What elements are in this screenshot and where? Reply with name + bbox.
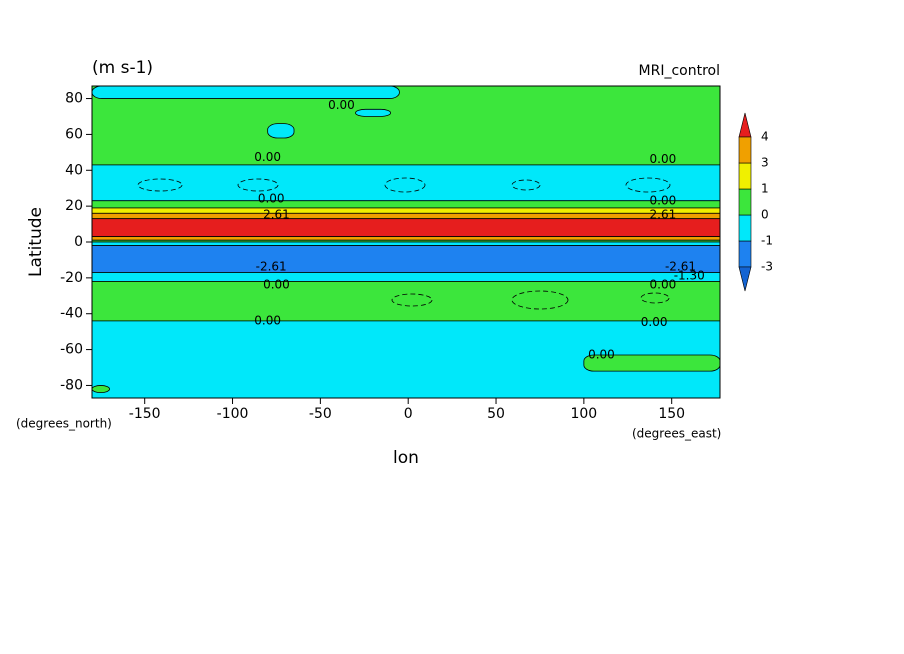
colorbar-label: 4 xyxy=(761,130,769,144)
x-tick-label: -100 xyxy=(217,406,249,422)
y-tick-label: -40 xyxy=(60,306,83,322)
dashed-contour xyxy=(384,177,426,193)
band xyxy=(91,85,721,166)
dashed-contour xyxy=(237,178,279,192)
chart-subtitle: MRI_control xyxy=(639,63,720,79)
patch xyxy=(267,123,295,139)
colorbar-box xyxy=(738,240,752,268)
y-axis-label: Latitude xyxy=(26,207,46,277)
band xyxy=(91,245,721,273)
patch xyxy=(91,85,400,99)
colorbar-label: 3 xyxy=(761,156,769,170)
contour-label: 0.00 xyxy=(650,152,677,166)
x-tick-label: -50 xyxy=(309,406,332,422)
field xyxy=(91,85,721,399)
band xyxy=(91,212,721,220)
dashed-contour xyxy=(137,178,183,192)
band xyxy=(91,200,721,209)
patch xyxy=(91,385,110,394)
x-units: (degrees_east) xyxy=(632,427,721,441)
y-tick-label: 80 xyxy=(65,91,83,107)
contour-label: 2.61 xyxy=(263,208,290,222)
contour-label: -2.61 xyxy=(665,260,696,274)
y-tick-label: -60 xyxy=(60,342,83,358)
band xyxy=(91,218,721,238)
band xyxy=(91,207,721,214)
contour-label: 0.00 xyxy=(328,98,355,112)
dashed-contour xyxy=(511,290,569,310)
contour-label: 0.00 xyxy=(641,315,668,329)
colorbar-box xyxy=(738,136,752,164)
colorbar-box xyxy=(738,214,752,242)
x-tick-label: -150 xyxy=(129,406,161,422)
y-tick-label: 60 xyxy=(65,126,83,142)
contour-label: 2.61 xyxy=(650,208,677,222)
colorbar-label: 1 xyxy=(761,182,769,196)
contour-label: 0.00 xyxy=(588,347,615,361)
band xyxy=(91,272,721,282)
contour-label: -1.30 xyxy=(674,269,705,283)
contour-label: 0.00 xyxy=(650,193,677,207)
contour-label: 0.00 xyxy=(263,278,290,292)
y-tick-label: 20 xyxy=(65,198,83,214)
band xyxy=(91,164,721,202)
x-tick-label: 0 xyxy=(404,406,413,422)
x-tick-label: 50 xyxy=(487,406,505,422)
y-tick-label: -20 xyxy=(60,270,83,286)
chart-title: (m s-1) xyxy=(92,58,153,78)
colorbar-label: -1 xyxy=(761,234,773,248)
band xyxy=(91,241,721,246)
colorbar-label: -3 xyxy=(761,260,773,274)
colorbar-box xyxy=(738,162,752,190)
y-tick-label: 0 xyxy=(74,234,83,250)
dashed-contour xyxy=(511,179,541,191)
band xyxy=(91,236,721,241)
colorbar-box xyxy=(738,188,752,216)
contour-label: 0.00 xyxy=(258,191,285,205)
x-tick-label: 150 xyxy=(658,406,685,422)
colorbar-arrow-top xyxy=(738,112,752,138)
dashed-contour xyxy=(640,292,670,304)
x-axis-label: lon xyxy=(393,448,419,468)
contour-label: 0.00 xyxy=(254,313,281,327)
contour-label: -2.61 xyxy=(256,260,287,274)
y-tick-label: -80 xyxy=(60,377,83,393)
x-tick-label: 100 xyxy=(570,406,597,422)
colorbar-arrow-bottom xyxy=(738,266,752,292)
dashed-contour xyxy=(391,293,433,307)
y-tick-label: 40 xyxy=(65,162,83,178)
dashed-contours xyxy=(137,177,671,310)
dashed-contour xyxy=(625,177,671,193)
colorbar-label: 0 xyxy=(761,208,769,222)
band xyxy=(91,281,721,322)
contour-label: 0.00 xyxy=(254,150,281,164)
patch xyxy=(355,108,392,117)
y-units: (degrees_north) xyxy=(16,417,112,431)
contour-label: 0.00 xyxy=(650,278,677,292)
